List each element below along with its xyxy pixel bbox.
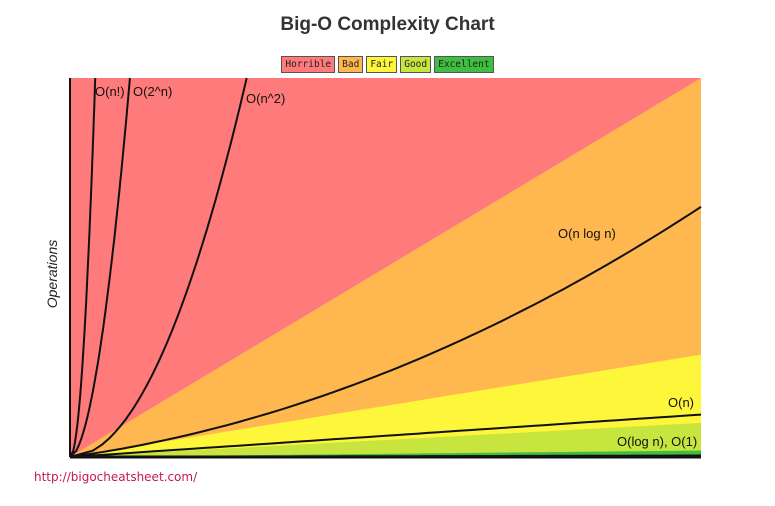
curve-linear [69, 413, 702, 458]
legend-item-bad: Bad [338, 56, 364, 73]
legend-item-excellent: Excellent [434, 56, 494, 73]
curve-quadratic [69, 77, 248, 458]
legend-item-fair: Fair [366, 56, 398, 73]
curve-nlogn [69, 206, 702, 458]
curve-label-factorial: O(n!) [95, 84, 125, 99]
curve-label-exponential: O(2^n) [133, 84, 172, 99]
curve-label-log: O(log n), O(1) [617, 434, 697, 449]
chart-title: Big-O Complexity Chart [280, 14, 495, 35]
curve-label-nlogn: O(n log n) [558, 226, 616, 241]
zone-bad [70, 78, 701, 457]
zone-good [70, 422, 701, 457]
legend-item-horrible: Horrible [281, 56, 336, 73]
curve-label-quadratic: O(n^2) [246, 91, 285, 106]
source-link[interactable]: http://bigocheatsheet.com/ [34, 470, 198, 484]
curve-label-linear: O(n) [668, 395, 694, 410]
curve-exponential [69, 77, 131, 458]
legend-item-good: Good [400, 56, 432, 73]
curve-factorial [69, 77, 97, 458]
legend: Horrible Bad Fair Good Excellent [0, 56, 775, 73]
